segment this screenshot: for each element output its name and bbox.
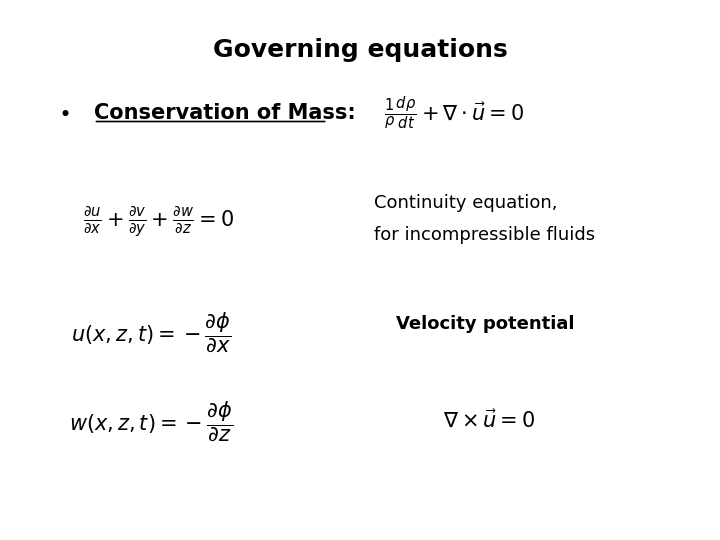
Text: $\frac{1}{\rho}\frac{d\rho}{dt} + \nabla \cdot \vec{u} = 0$: $\frac{1}{\rho}\frac{d\rho}{dt} + \nabla… xyxy=(384,94,523,132)
Text: for incompressible fluids: for incompressible fluids xyxy=(374,226,595,244)
Text: Governing equations: Governing equations xyxy=(212,38,508,62)
Text: $\bullet$: $\bullet$ xyxy=(58,103,69,124)
Text: Continuity equation,: Continuity equation, xyxy=(374,193,558,212)
Text: $\nabla \times \vec{u} = 0$: $\nabla \times \vec{u} = 0$ xyxy=(444,410,536,432)
Text: $\frac{\partial u}{\partial x} + \frac{\partial v}{\partial y} + \frac{\partial : $\frac{\partial u}{\partial x} + \frac{\… xyxy=(83,204,234,239)
Text: $w(x,z,t) = -\dfrac{\partial \phi}{\partial z}$: $w(x,z,t) = -\dfrac{\partial \phi}{\part… xyxy=(69,399,233,443)
Text: $u(x,z,t) = -\dfrac{\partial \phi}{\partial x}$: $u(x,z,t) = -\dfrac{\partial \phi}{\part… xyxy=(71,310,231,354)
Text: Conservation of Mass:: Conservation of Mass: xyxy=(94,103,356,124)
Text: Velocity potential: Velocity potential xyxy=(396,315,575,333)
